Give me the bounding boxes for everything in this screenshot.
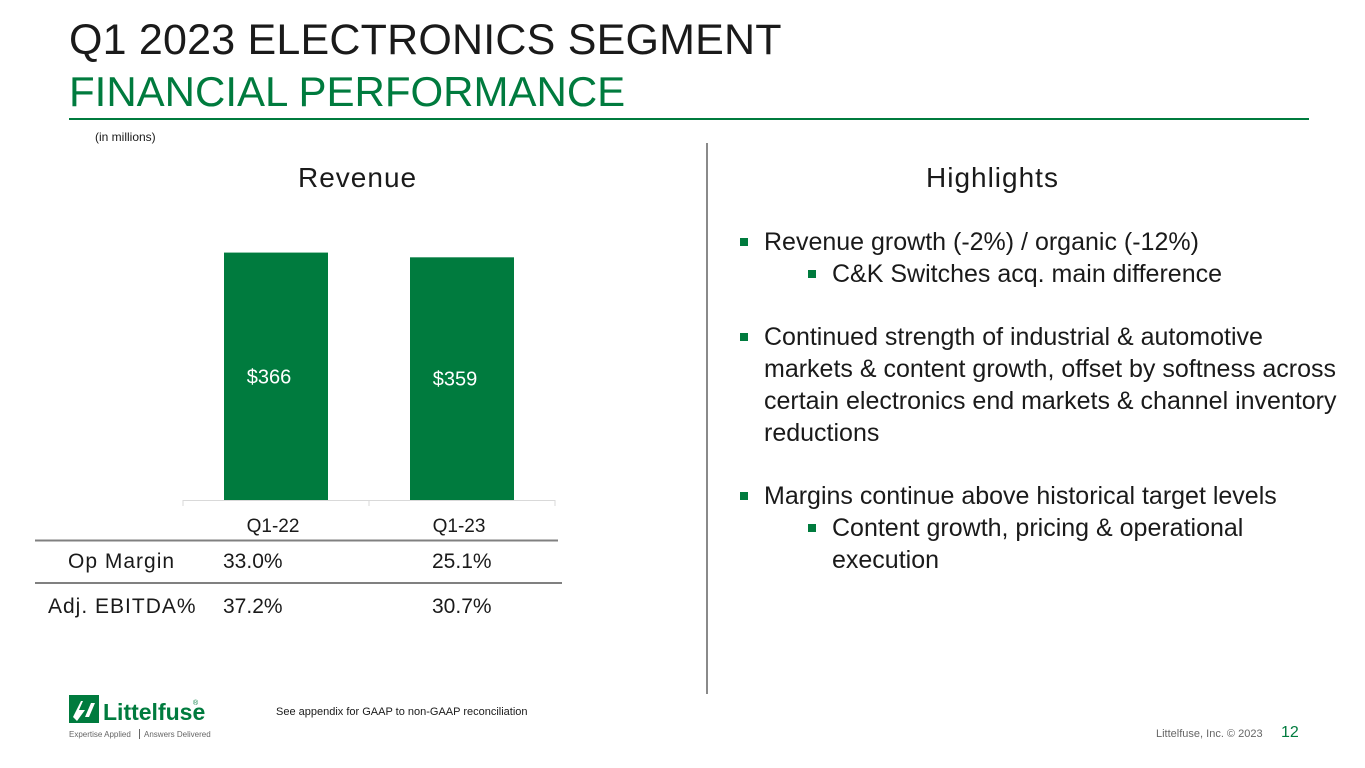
svg-text:®: ® [193, 699, 199, 707]
footnote: See appendix for GAAP to non-GAAP reconc… [276, 706, 528, 718]
sub-bullet-item: Content growth, pricing & operational ex… [808, 512, 1340, 576]
x-tick-label: Q1-22 [247, 516, 300, 537]
bullet-square-icon [808, 270, 816, 278]
metric-value-q1-23: 25.1% [432, 550, 492, 573]
logo-tagline-left: Expertise Applied [69, 730, 131, 739]
littelfuse-logo: Littelfuse ® Expertise Applied Answers D… [69, 695, 211, 739]
metric-label: Op Margin [68, 550, 176, 573]
table-row-divider [35, 582, 562, 584]
bar-q1-22 [224, 252, 328, 500]
bullet-item: Revenue growth (-2%) / organic (-12%) [740, 226, 1340, 258]
logo-wordmark: Littelfuse [103, 699, 205, 725]
x-tick-label: Q1-23 [433, 516, 486, 537]
title-divider [69, 118, 1309, 120]
bullet-square-icon [740, 238, 748, 246]
metric-row-adj-ebitda: Adj. EBITDA% 37.2% 30.7% [35, 585, 562, 623]
logo-mark-icon [69, 695, 99, 723]
metric-row-op-margin: Op Margin 33.0% 25.1% [35, 540, 562, 578]
bar-q1-23 [410, 257, 514, 500]
metric-label: Adj. EBITDA% [48, 595, 197, 618]
vertical-divider [706, 143, 708, 694]
slide-title: Q1 2023 ELECTRONICS SEGMENT [69, 16, 782, 64]
bullet-item: Continued strength of industrial & autom… [740, 321, 1340, 449]
chart-title: Revenue [298, 162, 418, 193]
bullet-square-icon [808, 524, 816, 532]
metric-value-q1-22: 37.2% [223, 595, 283, 618]
logo-tagline-right: Answers Delivered [144, 730, 211, 739]
bullet-square-icon [740, 333, 748, 341]
slide-subtitle: FINANCIAL PERFORMANCE [69, 68, 626, 115]
bullet-item: Margins continue above historical target… [740, 480, 1340, 512]
copyright: Littelfuse, Inc. © 2023 [1156, 728, 1263, 740]
bullet-square-icon [740, 492, 748, 500]
units-note: (in millions) [95, 130, 156, 144]
highlights-list: Revenue growth (-2%) / organic (-12%) C&… [740, 226, 1340, 576]
sub-bullet-item: C&K Switches acq. main difference [808, 258, 1340, 290]
highlights-title: Highlights [926, 162, 1059, 193]
metric-value-q1-22: 33.0% [223, 550, 283, 573]
bar-data-label: $366 [247, 366, 292, 388]
bar-data-label: $359 [433, 369, 478, 391]
page-number: 12 [1281, 724, 1299, 741]
metric-value-q1-23: 30.7% [432, 595, 492, 618]
